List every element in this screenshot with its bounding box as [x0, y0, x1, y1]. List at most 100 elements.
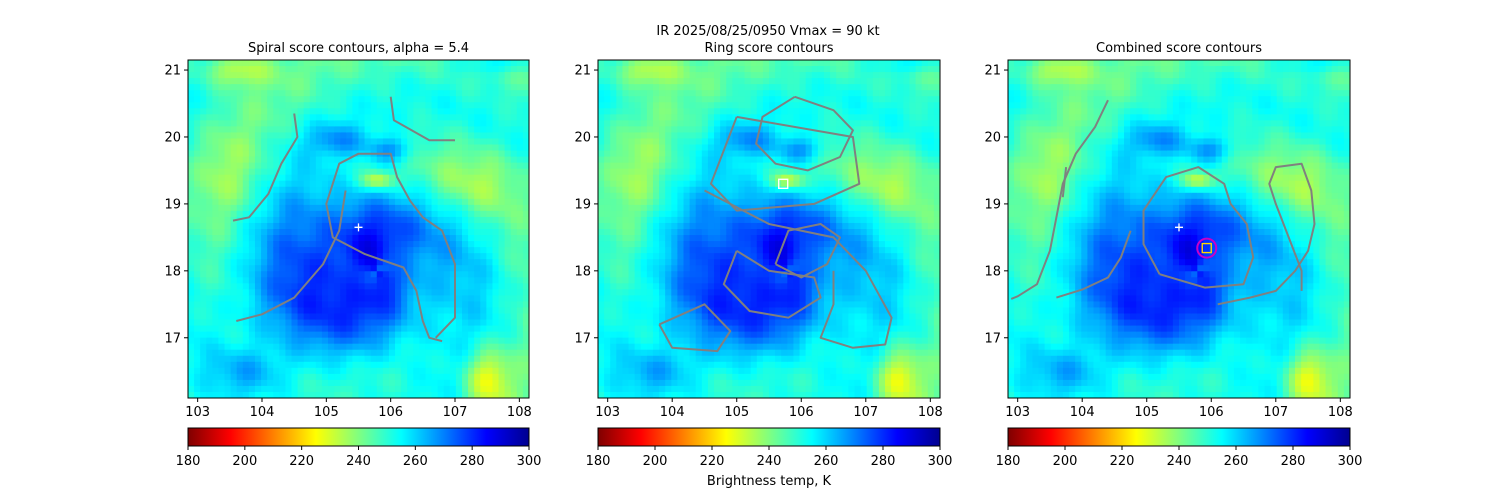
ir-cell	[303, 337, 311, 345]
ir-cell	[443, 114, 451, 121]
ir-cell	[200, 132, 207, 140]
ir-cell	[388, 72, 396, 79]
ir-cell	[498, 156, 506, 164]
ir-cell	[677, 66, 685, 73]
ir-cell	[242, 72, 250, 79]
ir-cell	[732, 138, 740, 146]
ir-cell	[303, 90, 311, 97]
ir-cell	[261, 265, 268, 272]
ir-cell	[437, 204, 445, 212]
ir-cell	[616, 301, 624, 309]
ir-cell	[504, 241, 512, 248]
ir-cell	[230, 162, 238, 170]
ir-cell	[328, 385, 335, 393]
ir-cell	[218, 373, 226, 381]
ir-cell	[437, 222, 445, 230]
ir-cell	[382, 307, 390, 315]
ir-cell	[677, 120, 685, 127]
ir-cell	[261, 391, 268, 398]
ir-cell	[407, 132, 414, 140]
ir-cell	[407, 180, 414, 188]
ir-cell	[358, 367, 366, 375]
ir-cell	[212, 283, 220, 290]
ir-cell	[376, 247, 384, 254]
ir-cell	[640, 78, 648, 85]
ir-cell	[598, 180, 605, 188]
ir-cell	[616, 144, 624, 152]
ir-cell	[665, 373, 672, 381]
ir-cell	[504, 198, 512, 206]
ir-cell	[598, 186, 605, 194]
ir-cell	[346, 72, 354, 79]
ir-cell	[695, 343, 703, 351]
ir-cell	[303, 235, 311, 242]
ir-cell	[297, 120, 305, 127]
ir-cell	[413, 259, 420, 266]
ir-cell	[224, 132, 232, 140]
ir-cell	[683, 162, 691, 170]
ir-cell	[756, 253, 764, 260]
ir-cell	[352, 126, 360, 134]
ir-cell	[212, 229, 220, 236]
ir-cell	[321, 204, 329, 212]
ir-cell	[388, 241, 396, 248]
ir-cell	[431, 343, 439, 351]
ir-cell	[634, 144, 642, 152]
ir-cell	[480, 337, 487, 345]
ir-cell	[598, 144, 605, 152]
ir-cell	[218, 355, 226, 363]
ir-cell	[395, 253, 402, 260]
ir-cell	[781, 174, 788, 182]
ir-cell	[604, 235, 611, 242]
ir-cell	[659, 253, 666, 260]
ir-cell	[738, 204, 746, 212]
ir-cell	[468, 247, 475, 254]
ir-cell	[224, 349, 232, 357]
ir-cell	[492, 349, 500, 357]
ir-cell	[793, 186, 801, 194]
ir-cell	[695, 114, 703, 121]
ir-cell	[616, 385, 624, 393]
ir-cell	[683, 222, 691, 230]
ir-cell	[462, 259, 469, 266]
ir-cell	[781, 132, 788, 140]
ir-cell	[303, 253, 311, 260]
ir-cell	[273, 180, 280, 188]
ir-cell	[449, 361, 457, 369]
ir-cell	[720, 222, 727, 230]
ir-cell	[236, 265, 244, 272]
ir-cell	[431, 229, 439, 236]
ir-cell	[364, 174, 372, 182]
ir-cell	[218, 247, 226, 254]
ir-cell	[732, 229, 740, 236]
ir-cell	[388, 162, 396, 170]
ir-cell	[640, 90, 648, 97]
ir-cell	[188, 373, 195, 381]
ir-cell	[236, 114, 244, 121]
ir-cell	[468, 156, 475, 164]
ir-cell	[261, 204, 268, 212]
ir-cell	[634, 325, 642, 333]
ir-cell	[407, 241, 414, 248]
ir-cell	[604, 102, 611, 109]
ir-cell	[516, 367, 524, 375]
ir-cell	[689, 216, 697, 224]
ir-cell	[194, 162, 201, 170]
ir-cell	[781, 156, 788, 164]
ir-cell	[230, 313, 238, 321]
ir-cell	[695, 241, 703, 248]
ir-cell	[738, 84, 746, 91]
ir-cell	[677, 180, 685, 188]
ir-cell	[212, 241, 220, 248]
ir-cell	[610, 102, 617, 109]
ir-cell	[279, 229, 287, 236]
ir-cell	[455, 283, 463, 290]
ir-cell	[462, 72, 469, 79]
ir-cell	[328, 259, 335, 266]
ir-cell	[677, 391, 685, 398]
ir-cell	[610, 277, 617, 284]
ir-cell	[340, 186, 347, 194]
ir-cell	[510, 277, 518, 284]
ir-cell	[297, 379, 305, 387]
ir-cell	[769, 210, 776, 218]
